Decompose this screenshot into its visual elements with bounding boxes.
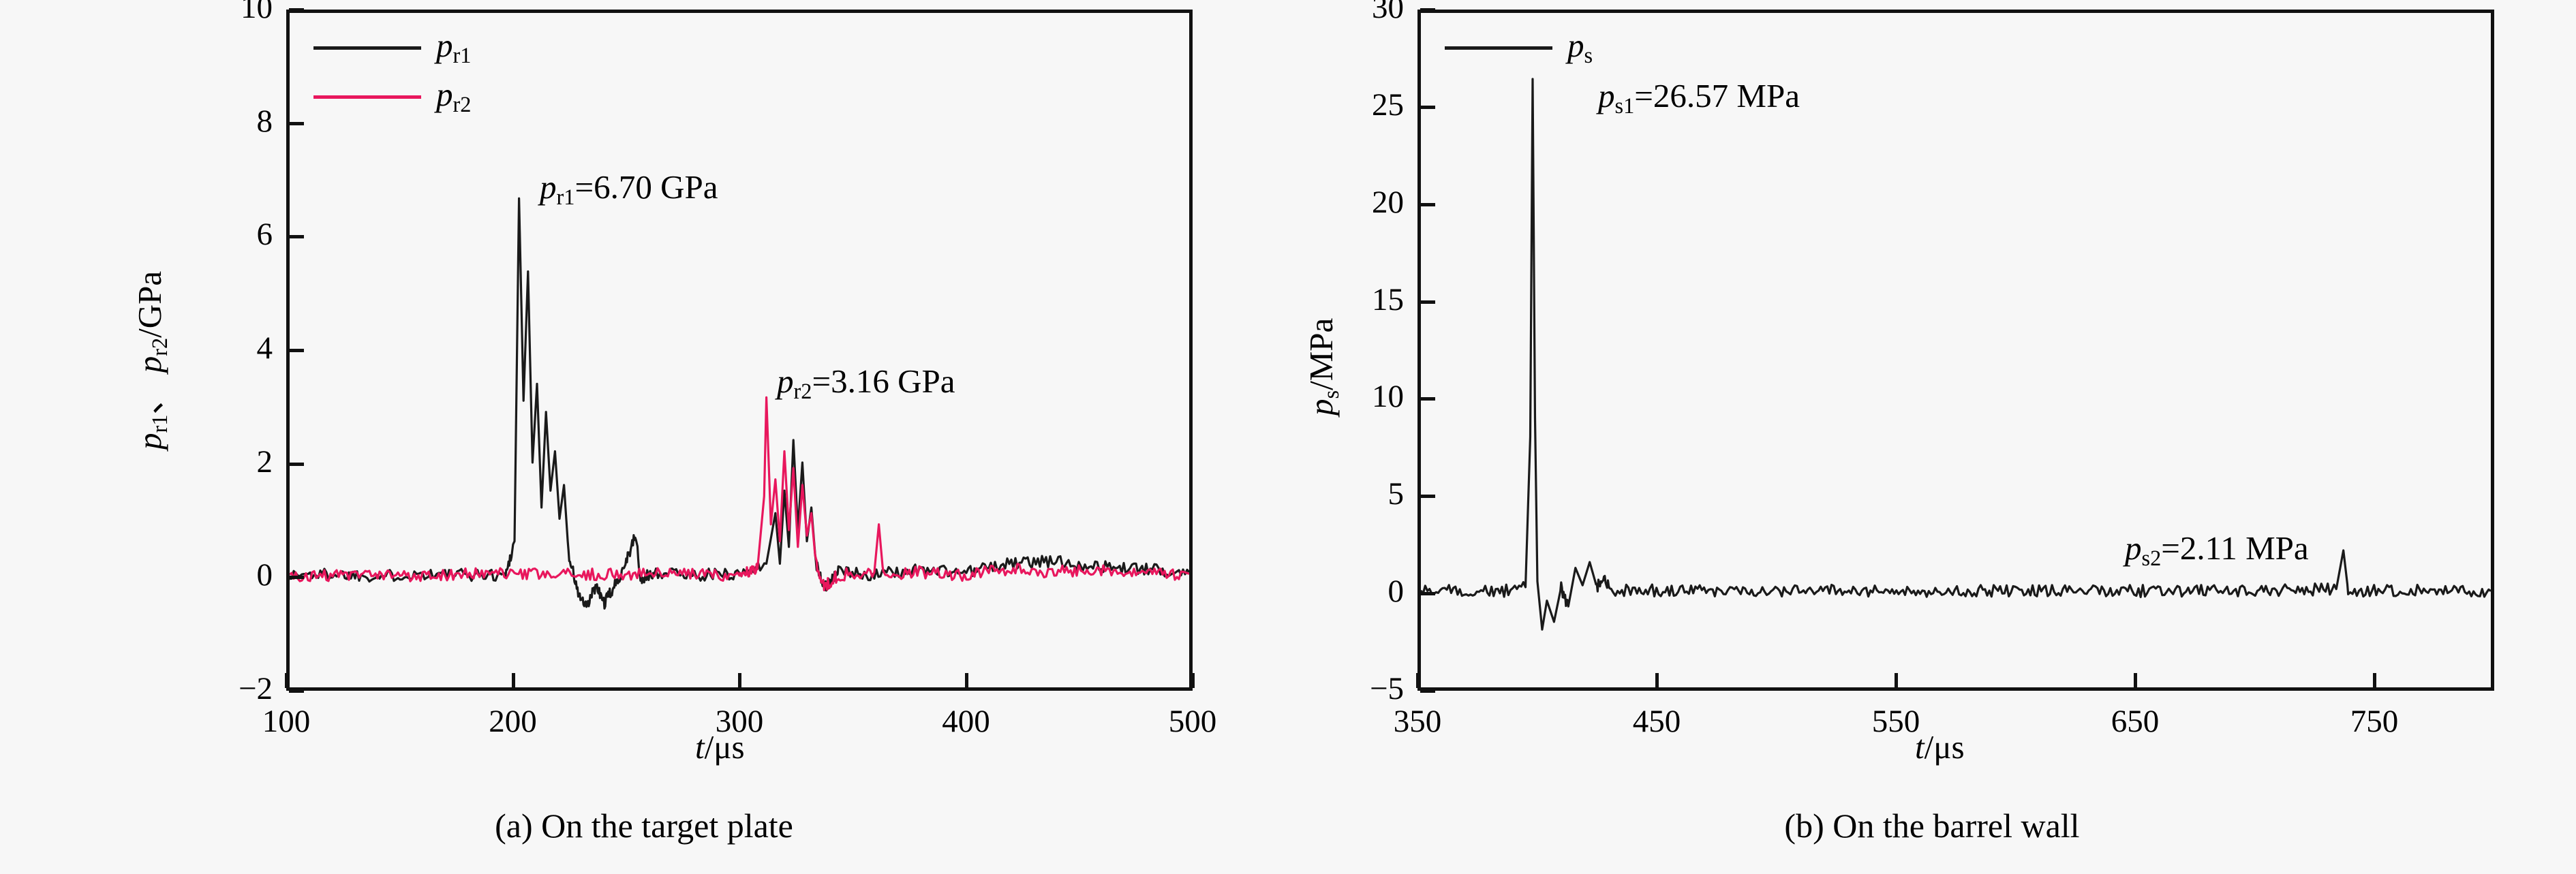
x-tick-750: 750 [2350,704,2399,739]
panel-a-legend: pr1 pr2 [313,27,471,117]
panel-b-legend: ps [1445,27,1593,68]
x-tick-100: 100 [262,704,311,739]
y-tick-mark [289,462,304,466]
y-tick-8: 8 [256,103,273,139]
x-tick-mark [2373,673,2376,688]
legend-pr2[interactable]: pr2 [313,76,471,117]
x-tick-mark [2134,673,2137,688]
y-tick-10: 10 [1372,379,1404,415]
y-tick-5: 5 [1387,476,1405,512]
y-tick-0: 0 [1387,574,1405,610]
x-tick-mark [511,673,515,688]
panel-b-traces [1421,13,2491,687]
x-tick-450: 450 [1632,704,1681,739]
x-tick-mark [1416,673,1420,688]
y-tick-mark [1420,592,1435,596]
x-tick-400: 400 [942,704,990,739]
panel-a-plot-area [286,10,1193,691]
annotation-pr2-peak: pr2=3.16 GPa [777,362,955,404]
y-tick-mark [289,235,304,239]
panel-b-y-axis-title: ps/MPa [1302,317,1344,416]
x-tick-200: 200 [489,704,537,739]
panel-a-traces [290,13,1189,687]
x-tick-mark [285,673,288,688]
y-tick-4: 4 [256,330,273,366]
y-tick-25: 25 [1372,87,1404,123]
panel-b-barrel-wall: −5 0 5 10 15 20 25 30 350 450 550 650 750 ps/MPa t/… [1288,0,2576,874]
y-tick-mark [289,576,304,580]
y-tick-mark [1420,689,1435,693]
trace-p_r2 [290,397,1189,590]
y-tick--2: −2 [238,671,273,706]
y-tick-6: 6 [256,217,273,253]
panel-b-plot-area [1417,10,2494,691]
panel-b-x-axis-title: t/μs [1915,728,1965,766]
panel-a-target-plate: −2 0 2 4 6 8 10 100 200 300 400 500 pr1、 pr2/GPa t… [131,0,1217,845]
annotation-ps2-peak: ps2=2.11 MPa [2125,529,2309,571]
x-tick-650: 650 [2111,704,2160,739]
trace-p_r1 [290,198,1189,608]
y-tick-30: 30 [1372,0,1404,25]
trace-p_s [1421,79,2491,629]
legend-line-pr1 [313,46,421,50]
y-tick-mark [289,689,304,693]
y-tick-mark [289,121,304,125]
x-tick-550: 550 [1871,704,1920,739]
legend-label-pr1: pr1 [436,27,472,68]
y-tick-mark [1420,202,1435,206]
legend-line-ps [1445,46,1552,50]
legend-ps[interactable]: ps [1445,27,1593,68]
y-tick-mark [1420,105,1435,109]
x-tick-300: 300 [715,704,764,739]
x-tick-mark [964,673,968,688]
y-tick-10: 10 [241,0,273,25]
y-tick-15: 15 [1372,281,1404,317]
y-tick-mark [289,349,304,352]
y-tick--5: −5 [1369,671,1404,706]
panel-b-caption: (b) On the barrel wall [1784,807,2080,845]
y-tick-mark [1420,300,1435,304]
x-tick-mark [1191,673,1195,688]
legend-label-ps: ps [1567,27,1593,68]
x-tick-500: 500 [1168,704,1217,739]
panel-a-caption: (a) On the target plate [495,807,793,845]
y-tick-mark [1420,8,1435,12]
legend-pr1[interactable]: pr1 [313,27,471,68]
y-tick-mark [1420,495,1435,499]
x-tick-mark [1895,673,1898,688]
x-tick-mark [1655,673,1659,688]
y-tick-0: 0 [256,557,273,593]
y-tick-mark [289,8,304,12]
x-tick-350: 350 [1393,704,1442,739]
legend-label-pr2: pr2 [436,76,472,117]
legend-line-pr2 [313,95,421,99]
panel-a-y-axis-title: pr1、 pr2/GPa [131,270,172,450]
x-tick-mark [738,673,741,688]
annotation-ps1-peak: ps1=26.57 MPa [1598,77,1800,119]
y-tick-2: 2 [256,443,273,480]
y-tick-20: 20 [1372,184,1404,220]
panel-a-x-axis-title: t/μs [695,728,745,766]
annotation-pr1-peak: pr1=6.70 GPa [540,168,718,210]
y-tick-mark [1420,397,1435,401]
